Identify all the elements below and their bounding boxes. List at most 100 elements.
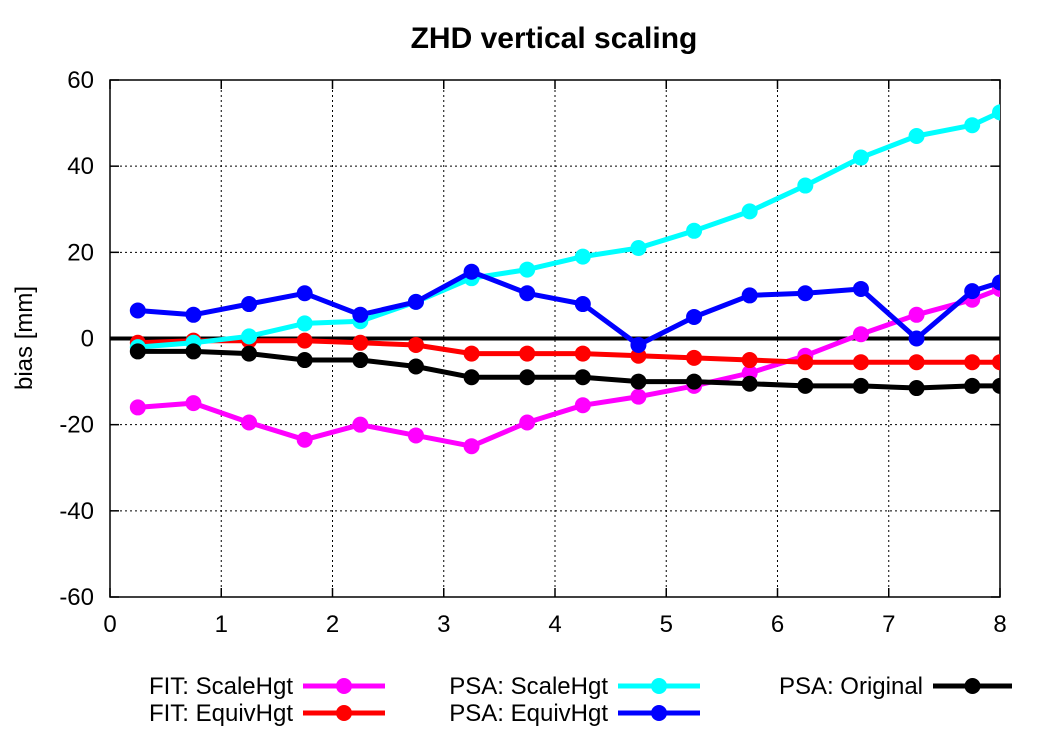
x-tick-label: 5 [660,611,673,638]
data-point-psa-scalehgt [630,240,647,257]
data-point-psa-scalehgt [574,248,591,265]
data-point-psa-original [992,377,1000,394]
data-point-psa-scalehgt [964,117,981,134]
y-tick-label: -20 [59,412,94,439]
y-tick-label: 40 [67,153,94,180]
data-point-psa-scalehgt [741,203,758,220]
x-tick-label: 2 [326,611,339,638]
data-point-psa-equivhgt [852,280,869,297]
series-fit-scalehgt [129,280,1000,455]
x-tick-label: 3 [437,611,450,638]
legend-item-psa-equivhgt: PSA: EquivHgt [449,700,700,727]
data-point-psa-equivhgt [129,302,146,319]
data-point-psa-scalehgt [519,261,536,278]
data-point-psa-equivhgt [741,287,758,304]
y-tick-label: -60 [59,584,94,611]
data-point-psa-equivhgt [352,306,369,323]
legend-label: PSA: Original [779,673,923,700]
data-point-psa-original [407,358,424,375]
data-point-psa-scalehgt [908,128,925,145]
data-point-psa-scalehgt [241,328,258,345]
data-point-fit-scalehgt [519,414,536,431]
x-tick-label: 7 [882,611,895,638]
data-point-psa-original [296,352,313,369]
y-tick-label: 20 [67,239,94,266]
y-axis-ticks: -60 -40 -20 0 20 40 60 [59,67,1000,611]
x-axis-ticks: 0 1 2 3 4 5 6 7 8 [103,80,1007,638]
data-point-psa-equivhgt [964,283,981,300]
series-line-psa-scalehgt [137,110,1000,350]
data-point-psa-original [741,375,758,392]
series-psa-original [129,343,1000,397]
y-tick-label: -40 [59,498,94,525]
data-point-fit-scalehgt [296,431,313,448]
data-point-psa-original [519,369,536,386]
data-point-psa-equivhgt [519,285,536,302]
chart-title: ZHD vertical scaling [411,22,698,55]
data-point-fit-equivhgt [964,354,981,371]
data-point-psa-equivhgt [241,296,258,313]
data-point-psa-equivhgt [908,330,925,347]
series-line-psa-original [137,348,1000,391]
data-point-psa-original [630,373,647,390]
data-point-psa-scalehgt [992,104,1000,121]
data-point-psa-equivhgt [686,308,703,325]
y-tick-label: 60 [67,67,94,94]
y-tick-label: 0 [81,326,94,353]
series-line-fit-scalehgt [137,286,1000,449]
data-point-psa-original [908,380,925,397]
legend-swatch-marker [651,678,667,694]
data-point-fit-equivhgt [797,354,814,371]
data-point-fit-equivhgt [352,334,369,351]
data-point-fit-equivhgt [852,354,869,371]
data-point-fit-scalehgt [407,427,424,444]
data-point-fit-scalehgt [908,306,925,323]
data-point-fit-equivhgt [574,345,591,362]
x-tick-label: 8 [993,611,1006,638]
data-point-fit-scalehgt [463,438,480,455]
x-tick-label: 0 [103,611,116,638]
data-point-psa-original [352,352,369,369]
legend-item-fit-equivhgt: FIT: EquivHgt [149,700,385,727]
x-tick-label: 4 [548,611,561,638]
x-tick-label: 6 [771,611,784,638]
series-line-fit-equivhgt [137,338,1000,365]
data-point-psa-equivhgt [630,336,647,353]
data-point-psa-original [574,369,591,386]
data-point-fit-scalehgt [352,416,369,433]
data-point-fit-scalehgt [241,414,258,431]
data-point-psa-scalehgt [797,177,814,194]
data-point-psa-original [964,377,981,394]
y-axis-label: bias [mm] [11,286,38,390]
legend-swatch-marker [336,678,352,694]
data-point-fit-scalehgt [574,397,591,414]
data-point-fit-scalehgt [185,395,202,412]
data-point-psa-equivhgt [574,296,591,313]
data-point-fit-equivhgt [686,349,703,366]
data-point-psa-scalehgt [852,149,869,166]
legend-swatch-marker [964,678,981,694]
data-point-fit-scalehgt [852,326,869,343]
data-point-psa-equivhgt [185,306,202,323]
legend-label: PSA: ScaleHgt [449,673,608,700]
data-point-fit-scalehgt [129,399,146,416]
legend-item-psa-scalehgt: PSA: ScaleHgt [449,673,700,700]
data-point-psa-scalehgt [686,222,703,239]
legend-label: PSA: EquivHgt [449,700,608,727]
series-psa-scalehgt [129,104,1000,356]
data-point-psa-original [241,345,258,362]
data-point-fit-equivhgt [463,345,480,362]
data-point-psa-original [185,343,202,360]
data-point-psa-original [797,377,814,394]
data-point-fit-equivhgt [741,352,758,369]
plot-area [129,104,1000,455]
data-point-fit-equivhgt [519,345,536,362]
data-point-fit-scalehgt [630,388,647,405]
data-point-fit-equivhgt [908,354,925,371]
data-point-psa-equivhgt [463,263,480,280]
data-point-fit-equivhgt [296,332,313,349]
legend-item-psa-original: PSA: Original [779,673,1012,700]
data-point-psa-equivhgt [797,285,814,302]
data-point-psa-original [463,369,480,386]
